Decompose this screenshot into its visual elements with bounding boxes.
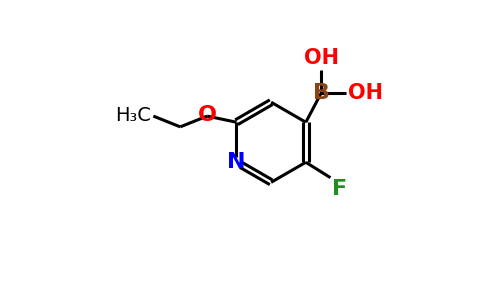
Text: N: N [227,152,246,172]
Text: O: O [198,105,217,125]
Text: F: F [332,179,347,199]
Text: B: B [313,83,330,103]
Text: OH: OH [348,83,383,103]
Text: OH: OH [304,48,339,68]
Text: H₃C: H₃C [115,106,151,125]
